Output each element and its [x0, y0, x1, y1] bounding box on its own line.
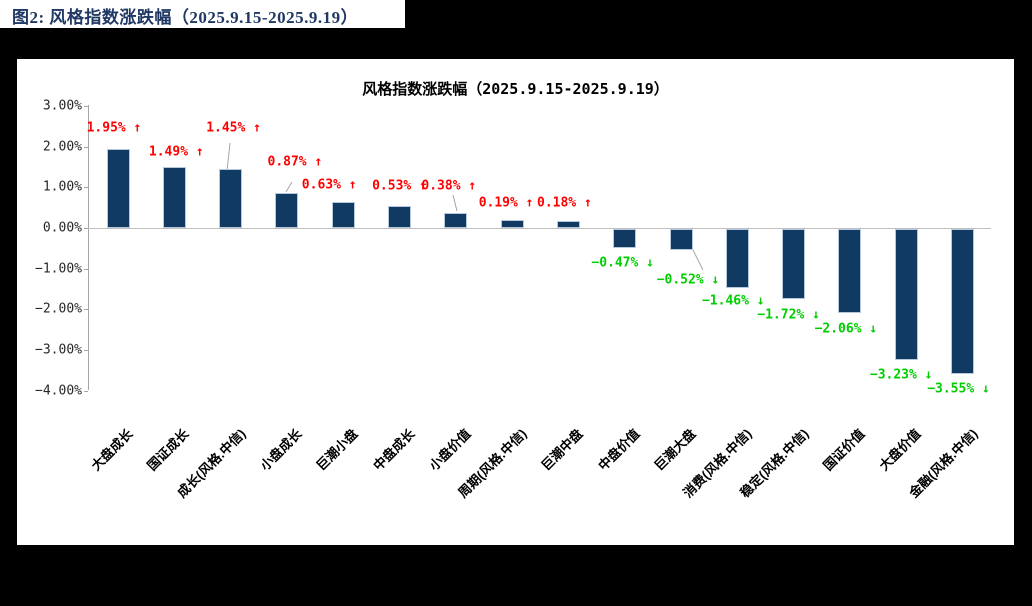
y-tick-label: 1.00%	[42, 179, 82, 195]
bar	[331, 202, 355, 228]
chart-panel: 风格指数涨跌幅（2025.9.15-2025.9.19） 3.00% 2.00% 1…	[17, 59, 1014, 545]
bar-value-label: −1.46% ↓	[701, 293, 765, 309]
y-tick-mark	[84, 187, 88, 189]
bar	[613, 229, 637, 249]
bar	[894, 229, 918, 361]
zero-axis-line	[88, 228, 991, 229]
figure-caption-strip: 图2: 风格指数涨跌幅（2025.9.15-2025.9.19）	[0, 0, 405, 28]
bar	[669, 229, 693, 251]
bar-value-label: 0.87% ↑	[267, 154, 323, 170]
bar	[106, 148, 130, 228]
y-tick-mark	[84, 146, 88, 148]
y-tick-label: −3.00%	[35, 342, 82, 358]
y-tick-label: 2.00%	[42, 139, 82, 155]
leader-line	[226, 142, 231, 172]
bar-value-label: −2.06% ↓	[814, 321, 878, 337]
leader-line	[285, 181, 293, 193]
y-tick-mark	[84, 390, 88, 392]
leader-lines	[226, 142, 704, 271]
bar-value-label: −0.52% ↓	[656, 272, 720, 288]
leader-line	[692, 249, 704, 271]
bar	[782, 229, 806, 300]
y-tick-label: 3.00%	[42, 98, 82, 114]
y-tick-mark	[84, 350, 88, 352]
y-tick-mark	[84, 228, 88, 229]
bar-value-label: 1.49% ↑	[148, 144, 204, 160]
chart-title: 风格指数涨跌幅（2025.9.15-2025.9.19）	[362, 80, 669, 98]
y-tick-mark	[84, 105, 88, 107]
bar-value-label: −1.72% ↓	[757, 307, 820, 323]
y-tick-label: −1.00%	[35, 261, 82, 277]
bar	[725, 229, 749, 289]
figure-caption: 图2: 风格指数涨跌幅（2025.9.15-2025.9.19）	[12, 8, 359, 27]
y-tick-label: −4.00%	[35, 383, 82, 399]
bar-value-label: 0.63% ↑	[301, 177, 357, 193]
bar	[500, 220, 524, 228]
category-label: 大盘成长	[88, 426, 136, 474]
bar-value-label: −3.55% ↓	[927, 381, 990, 397]
bar	[444, 212, 468, 228]
bar	[556, 220, 580, 228]
bar-value-label: −3.23% ↓	[869, 367, 933, 383]
y-tick-mark	[84, 309, 88, 311]
y-tick-label: −2.00%	[35, 301, 82, 317]
bar-value-label: 1.95% ↑	[86, 120, 142, 136]
y-axis-line	[88, 105, 89, 390]
bar	[162, 167, 186, 228]
leader-line	[452, 194, 458, 212]
bar	[219, 168, 243, 228]
bar-value-label: 0.53% ↑	[372, 178, 427, 194]
bar-value-label: 0.19% ↑	[478, 195, 534, 211]
bar	[275, 192, 299, 228]
bar-value-label: 0.38% ↑	[421, 178, 477, 194]
y-tick-label: 0.00%	[42, 220, 82, 236]
bar	[951, 229, 974, 374]
y-tick-mark	[84, 268, 88, 270]
bar	[838, 229, 862, 313]
bar	[388, 206, 411, 228]
bar-value-label: 1.45% ↑	[206, 120, 261, 136]
bar-value-label: −0.47% ↓	[591, 255, 654, 271]
bar-value-label: 0.18% ↑	[536, 195, 592, 211]
